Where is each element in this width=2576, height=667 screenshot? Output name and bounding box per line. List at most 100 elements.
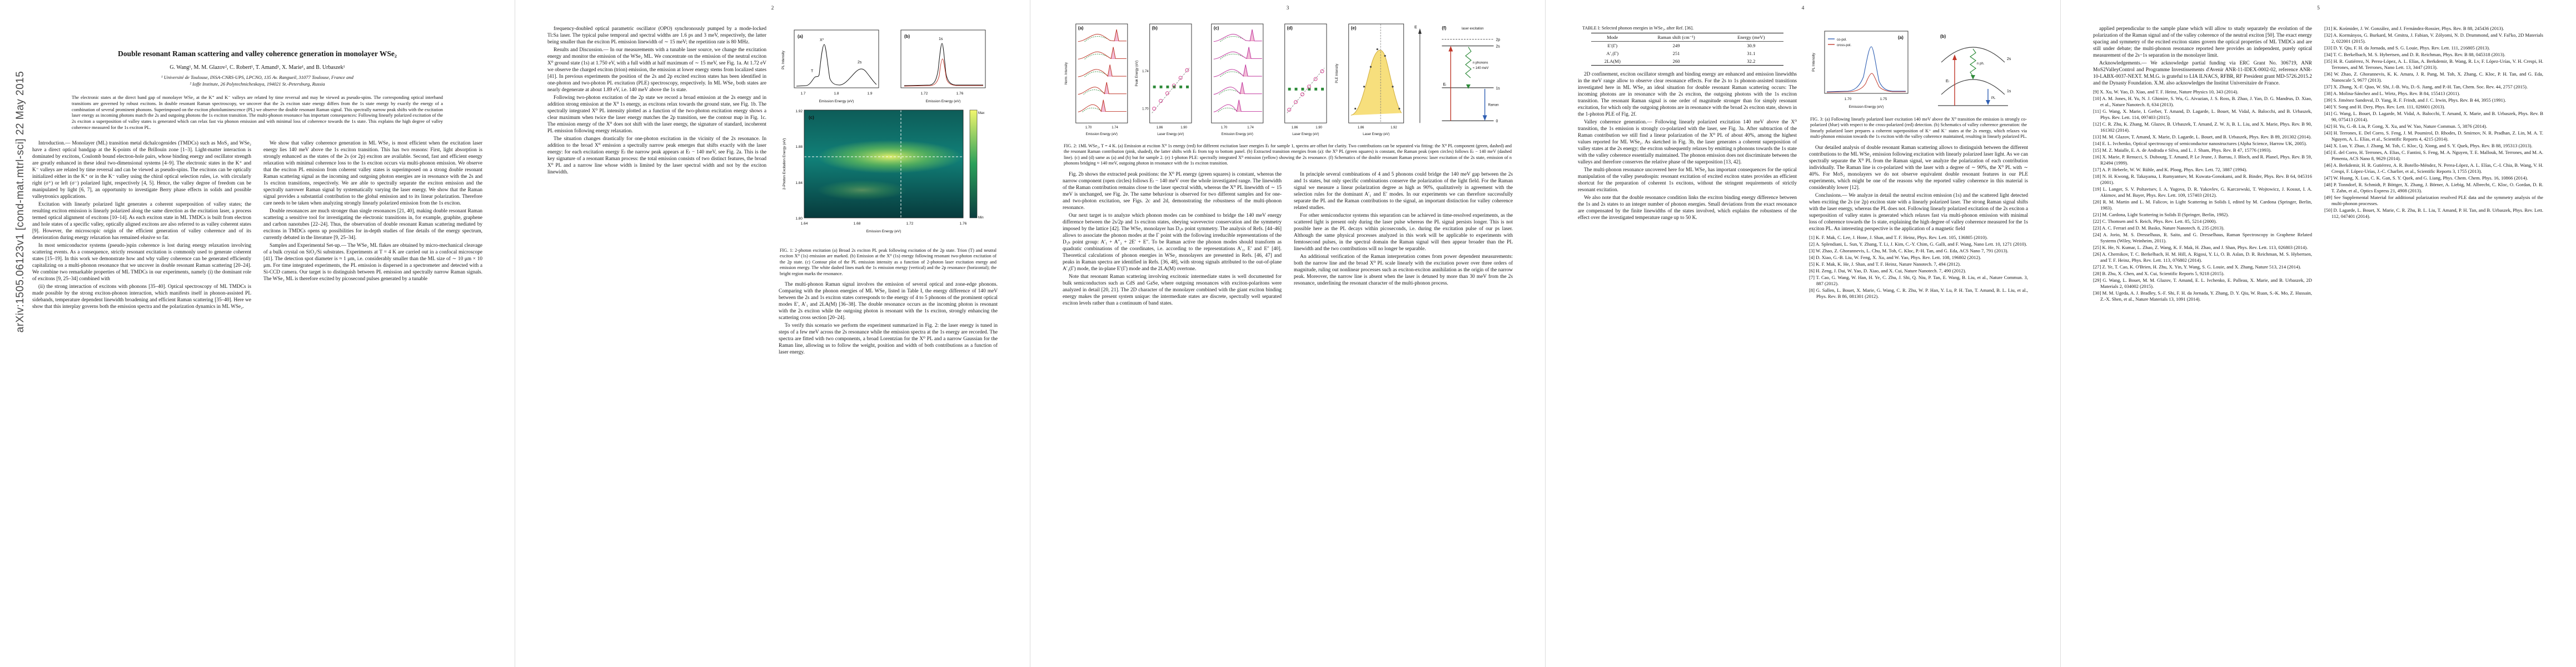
fig1-map-xtick: 1.72 (906, 222, 914, 226)
page-5: 5 applied perpendicular to the sample pl… (2061, 0, 2576, 667)
fig1-map-ylabel: 2-Photon Excitation Energy (eV) (783, 138, 786, 190)
reference-item: [6] H. Zeng, J. Dai, W. Yao, D. Xiao, an… (1809, 267, 1966, 273)
fig1-colormap: (c) Max Min 1.92 1.88 1.84 1.80 1.64 1.6… (783, 109, 984, 233)
reference-item: [19] L. Langer, S. V. Poltavtsev, I. A. … (2093, 186, 2312, 198)
reference-item: [37] X. Zhang, X.-F. Qiao, W. Shi, J.-B.… (2324, 84, 2528, 89)
fig3-1s-label: 1s (2007, 89, 2011, 93)
reference-item: [33] D. Y. Qiu, F. H. da Jornada, and S.… (2324, 45, 2490, 51)
fig2-panel-c-label: (c) (1213, 26, 1219, 31)
reference-item: [32] A. Kormányos, G. Burkard, M. Gmitra… (2324, 32, 2543, 44)
table1-body: E′(Γ) 249 30.9 A′₁(Γ) 251 31.1 2LA(M) 26… (1591, 42, 1784, 66)
table-cell-shift: 251 (1672, 51, 1680, 57)
fig3-a-tick: 1.75 (1880, 97, 1887, 101)
body-paragraph: Introduction.— Monolayer (ML) transition… (32, 140, 251, 200)
reference-item: [7] T. Cao, G. Wang, W. Han, H. Ye, C. Z… (1809, 274, 2028, 286)
fig3-laser-label: Eₗ (1946, 79, 1949, 83)
page1-column-1: Introduction.— Monolayer (ML) transition… (32, 140, 251, 311)
fig2-panel-f-label: (f) (1442, 26, 1446, 31)
fig2-b-xlabel: Laser Energy (eV) (1157, 133, 1184, 136)
fig2-level-2s: 2s (1496, 45, 1500, 49)
fig2-e-tick: 1.92 (1391, 126, 1397, 130)
fig1-a-tick: 1.8 (834, 92, 839, 96)
fig2-a-xlabel: Emission Energy (eV) (1086, 133, 1118, 136)
reference-item: [36] W. Zhao, Z. Ghorannevis, K. K. Amar… (2324, 71, 2543, 83)
page2-column-2: (a) T X⁰ 2s 1.7 1.8 1.9 Emission Energy … (779, 26, 998, 357)
fig1-panel-c-label: (c) (809, 115, 814, 120)
fig3-panel-a-label: (a) (1898, 35, 1904, 40)
page-4: 4 TABLE I: Selected phonon energies in W… (1546, 0, 2061, 667)
fig1-panel-b-label: (b) (904, 34, 910, 39)
body-paragraph: frequency-doubled optical parametric osc… (547, 26, 766, 45)
reference-item: [39] S. Jiménez Sandoval, D. Yang, R. F.… (2324, 97, 2506, 103)
reference-item: [30] M. M. Ugeda, A. J. Bradley, S.-F. S… (2093, 290, 2312, 302)
fig2-panel-b-label: (b) (1152, 26, 1157, 31)
table1-header-shift: Raman shift (cm⁻¹) (1657, 34, 1695, 41)
fig3-panel-a: co-pol. cross-pol. (a) 1.70 1.75 Emissio… (1812, 31, 1909, 109)
fig3-2s-label: 2s (2007, 57, 2011, 61)
fig1-x0-label: X⁰ (820, 38, 824, 42)
reference-list-page5-right: [31] K. Kośmider, J. W. González, and J.… (2324, 26, 2543, 220)
page-3: 3 (1030, 0, 1546, 667)
fig1-map-xlabel: Emission Energy (eV) (866, 230, 901, 233)
fig3-a-tick: 1.70 (1845, 97, 1852, 101)
fig1-trion-label: T (811, 69, 814, 73)
body-paragraph: To verify this scenario we perform the e… (779, 323, 998, 356)
fig2-panel-e-label: (e) (1351, 26, 1357, 31)
table-cell-energy: 31.1 (1747, 51, 1756, 57)
fig1-map-xtick: 1.64 (801, 222, 808, 226)
reference-item: [29] G. Wang, L. Bouet, M. M. Glazov, T.… (2093, 277, 2312, 289)
body-paragraph: The multi-phonon resonance uncovered her… (1578, 167, 1797, 193)
fig2-b-ylabel: Peak Energy (eV) (1135, 61, 1139, 87)
page-number: 5 (2317, 6, 2320, 11)
body-paragraph: 2D confinement, exciton oscillator stren… (1578, 72, 1797, 118)
body-paragraph: applied perpendicular to the sample plan… (2093, 26, 2312, 58)
reference-item: [1] K. F. Mak, C. Lee, J. Hone, J. Shan,… (1809, 234, 1988, 240)
fig3-legend-cross: cross-pol. (1837, 44, 1851, 47)
page3-column-2: In principle several combinations of 4 a… (1294, 171, 1513, 308)
fig1-panel-a-label: (a) (798, 34, 803, 39)
reference-item: [24] A. Jorio, M. S. Dresselhaus, R. Sai… (2093, 232, 2312, 243)
fig2-c-tick: 1.70 (1220, 126, 1227, 130)
fig1-1s-label: 1s (939, 37, 943, 41)
fig2-b-ytick: 1.74 (1142, 70, 1149, 73)
page4-column-1-text: 2D confinement, exciton oscillator stren… (1578, 71, 1797, 221)
fig3-a-xlabel: Emission Energy (eV) (1849, 105, 1884, 109)
fig1-2s-label: 2s (858, 61, 862, 64)
reference-item: [25] K. He, N. Kumar, L. Zhao, Z. Wang, … (2093, 245, 2308, 250)
reference-item: [2] A. Splendiani, L. Sun, Y. Zhang, T. … (1809, 241, 2027, 247)
phonon-table: Mode Raman shift (cm⁻¹) Energy (meV) E′(… (1591, 33, 1784, 66)
fig3-pl-label: PL (1991, 97, 1996, 100)
reference-item: [48] P. Tonndorf, R. Schmidt, P. Böttger… (2324, 182, 2543, 193)
fig1-panel-b: (b) 1s 1.72 1.76 Emission Energy (eV) (900, 29, 986, 103)
fig2-a-tick: 1.70 (1085, 126, 1092, 130)
page5-column-1: applied perpendicular to the sample plan… (2093, 26, 2312, 303)
reference-item: [16] X. Marie, P. Renucci, S. Dubourg, T… (2093, 154, 2312, 166)
reference-item: [11] G. Wang, X. Marie, I. Gerber, T. Am… (2093, 108, 2312, 120)
fig2-panel-a: (a) 1.70 1.74 Emission Energy (eV) Norm.… (1065, 23, 1128, 136)
fig1-caption: FIG. 1: 2-photon excitation (a) Broad 2s… (780, 248, 996, 276)
reference-list-page4: [1] K. F. Mak, C. Lee, J. Hone, J. Shan,… (1809, 235, 2028, 300)
table1-header-energy: Energy (meV) (1737, 34, 1765, 41)
reference-item: [22] C. Thomsen and S. Reich, Phys. Rev.… (2093, 218, 2217, 224)
fig2-caption: FIG. 2: 1ML WSe₂, T = 4 K. (a) Emission … (1064, 143, 1512, 166)
body-paragraph: Note that resonant Raman scattering invo… (1063, 273, 1282, 306)
reference-item: [13] M. M. Glazov, T. Amand, X. Marie, D… (2093, 134, 2312, 140)
fig1-b-xlabel: Emission Energy (eV) (926, 99, 961, 103)
fig2-panel-e: (e) 1.86 1.92 Laser Energy (eV) PLE Inte… (1336, 23, 1404, 136)
page4-column-1: TABLE I: Selected phonon energies in WSe… (1578, 26, 1797, 300)
reference-item: [15] M. Z. Maialle, E. A. de Andrada e S… (2093, 147, 2272, 153)
fig2-b-tick: 1.90 (1180, 126, 1187, 130)
fig3-caption: FIG. 3: (a) Following linearly polarized… (1810, 117, 2027, 140)
page2-column-2-text: The multi-phonon Raman signal involves t… (779, 281, 998, 356)
reference-item: [4] D. Xiao, G.-B. Liu, W. Feng, X. Xu, … (1809, 254, 1981, 260)
abstract: The electronic states at the direct band… (72, 95, 443, 130)
table-row: E′(Γ) 249 30.9 (1591, 42, 1784, 50)
page3-column-1: Fig. 2b shows the extracted peak positio… (1063, 171, 1282, 308)
fig1-map-ytick: 1.84 (795, 181, 803, 185)
fig3-panel-b-schematic: (b) Eₗ n ph. PL (1938, 34, 2011, 106)
reference-item: [44] X. Luo, Y. Zhao, J. Zhang, M. Toh, … (2324, 143, 2533, 148)
arxiv-watermark: arXiv:1505.06123v1 [cond-mat.mtrl-sci] 2… (14, 71, 26, 333)
figure-3: co-pol. cross-pol. (a) 1.70 1.75 Emissio… (1809, 27, 2028, 140)
fig1-a-xlabel: Emission Energy (eV) (819, 99, 854, 103)
